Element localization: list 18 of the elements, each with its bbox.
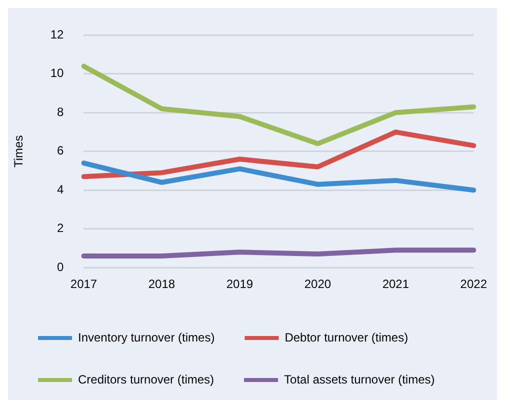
x-tick-label: 2021: [382, 277, 410, 292]
x-tick-label: 2019: [226, 277, 254, 292]
legend-label: Total assets turnover (times): [284, 372, 435, 386]
x-tick-label: 2017: [70, 277, 98, 292]
x-tick-label: 2020: [304, 277, 332, 292]
x-tick-label: 2022: [460, 277, 488, 292]
legend-label: Creditors turnover (times): [78, 372, 214, 386]
y-tick-label: 0: [57, 260, 64, 274]
y-tick-label: 10: [50, 66, 64, 80]
legend-label: Debtor turnover (times): [284, 330, 408, 344]
legend-label: Inventory turnover (times): [78, 330, 215, 344]
y-tick-label: 6: [57, 144, 64, 158]
x-tick-label: 2018: [148, 277, 176, 292]
y-axis-title: Times: [12, 135, 26, 168]
y-tick-label: 8: [57, 104, 64, 119]
y-tick-label: 4: [57, 182, 64, 196]
y-tick-label: 2: [57, 221, 64, 236]
y-tick-label: 12: [50, 28, 64, 42]
